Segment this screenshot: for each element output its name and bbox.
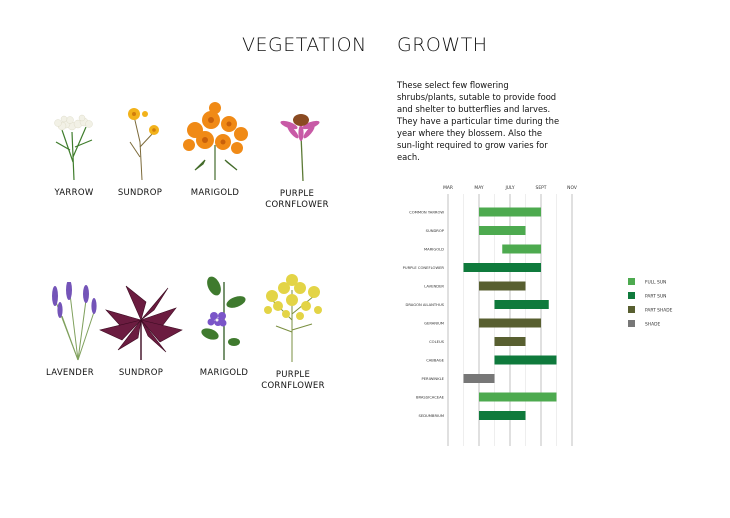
purple-coneflower-icon: [280, 114, 320, 182]
legend-label: PART SUN: [645, 294, 666, 300]
row-label: PERIWINKLE: [422, 377, 445, 381]
legend-swatch: [628, 292, 635, 299]
growth-description: These select few flowering shrubs/plants…: [397, 81, 560, 163]
gantt-bar: [463, 263, 541, 272]
x-tick-label: MAY: [474, 185, 483, 191]
legend-swatch: [628, 278, 635, 285]
x-axis-ticks: MAR MAY JULY SEPT NOV: [443, 185, 577, 191]
gantt-bar: [479, 226, 526, 235]
goldenrod-flower-icon: [264, 274, 322, 362]
plant-card-sundrop-2: SUNDROP: [96, 280, 186, 379]
plant-card-lavender: LAVENDER: [25, 282, 115, 379]
legend-label: SHADE: [645, 322, 660, 328]
row-label: SUNDROP: [426, 229, 445, 233]
row-label: BRASSICACEAE: [416, 395, 445, 399]
legend-label: PART SHADE: [645, 308, 673, 314]
chart-legend: FULL SUN PART SUN PART SHADE SHADE: [628, 278, 673, 328]
legend-swatch: [628, 320, 635, 327]
vegetation-title: VEGETATION: [242, 34, 367, 56]
plant-label: PURPLE CORNFLOWER: [265, 189, 329, 210]
gantt-bar: [494, 337, 526, 346]
yarrow-flower-icon: [54, 114, 93, 181]
plant-label: MARIGOLD: [199, 368, 249, 378]
coleus-leaves-icon: [99, 285, 183, 360]
plant-card-sundrop: SUNDROP: [95, 102, 185, 199]
gantt-bar: [479, 207, 541, 217]
plant-card-yarrow: YARROW: [29, 102, 119, 199]
x-tick-label: MAR: [443, 185, 453, 191]
legend-label: FULL SUN: [645, 280, 666, 286]
gantt-bar: [463, 374, 495, 383]
plant-card-marigold-2: MARIGOLD: [179, 272, 269, 379]
sundrop-flower-icon: [128, 108, 159, 181]
plant-label: SUNDROP: [118, 368, 164, 378]
row-label: COMMON YARROW: [409, 210, 444, 214]
marigold-flower-icon: [183, 102, 248, 180]
x-tick-label: NOV: [567, 185, 577, 191]
gantt-bar: [479, 318, 541, 328]
x-tick-label: JULY: [504, 185, 514, 191]
gantt-bar: [479, 411, 526, 420]
legend-swatch: [628, 306, 635, 313]
growth-title: GROWTH: [397, 34, 488, 56]
plant-label: LAVENDER: [46, 368, 94, 378]
chart-rows: COMMON YARROW SUNDROP MARIGOLD PURPLE CONEF…: [403, 207, 557, 420]
plant-card-purple-cornflower-2: PURPLE CORNFLOWER: [248, 270, 338, 392]
gantt-bar: [502, 244, 541, 254]
x-tick-label: SEPT: [536, 185, 547, 191]
gantt-bar: [494, 355, 557, 365]
row-label: DRAGON AILANTHUS: [406, 303, 445, 307]
gantt-bar: [494, 300, 549, 309]
row-label: SEDUMBRIUM: [419, 414, 444, 418]
row-label: MARIGOLD: [424, 247, 444, 251]
lavender-flower-icon: [52, 282, 97, 361]
plant-label: YARROW: [54, 188, 94, 198]
row-label: PURPLE CONEFLOWER: [403, 266, 445, 270]
growth-gantt-chart: MAR MAY JULY SEPT NOV COMMON YARROW SUNDROP MA…: [403, 185, 673, 446]
row-label: CABBAGE: [426, 358, 444, 362]
row-label: GERANIUM: [424, 321, 444, 325]
plant-card-purple-cornflower: PURPLE CORNFLOWER: [252, 105, 342, 211]
gantt-bar: [479, 281, 526, 291]
gantt-bar: [479, 392, 557, 402]
row-label: LAVENDER: [424, 284, 444, 288]
plant-label: MARIGOLD: [190, 188, 240, 198]
row-label: COLEUS: [429, 340, 445, 344]
plant-card-marigold: MARIGOLD: [170, 100, 260, 199]
plant-label: PURPLE CORNFLOWER: [261, 370, 325, 391]
periwinkle-flower-icon: [201, 276, 246, 360]
plant-label: SUNDROP: [117, 188, 163, 198]
